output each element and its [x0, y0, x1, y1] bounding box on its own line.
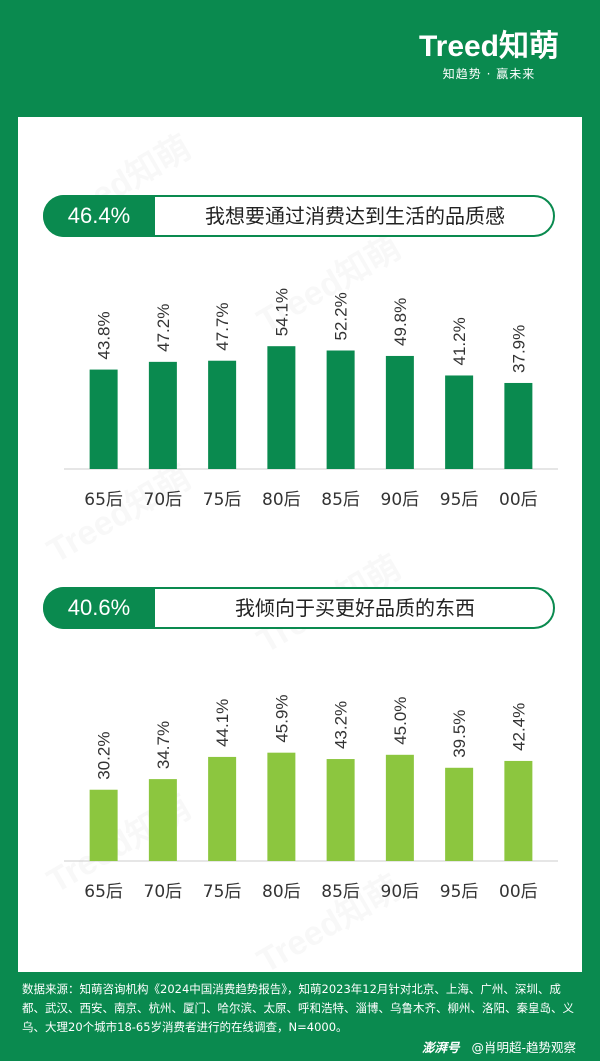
- chart2-value-label: 34.7%: [154, 721, 173, 769]
- chart2-headline-value: 40.6%: [43, 587, 155, 629]
- chart1-category-label: 85后: [321, 490, 360, 507]
- chart1-bar: [445, 375, 474, 469]
- chart1-value-label: 54.1%: [272, 288, 291, 336]
- chart2-header: 40.6% 我倾向于买更好品质的东西: [43, 587, 555, 629]
- chart1-bar: [267, 346, 296, 469]
- chart2-value-label: 39.5%: [450, 710, 469, 758]
- chart2-category-label: 80后: [262, 882, 301, 902]
- chart1-value-label: 52.2%: [332, 292, 351, 340]
- chart-card: Treed知萌 Treed知萌 Treed知萌 Treed知萌 Treed知萌 …: [18, 117, 582, 981]
- chart2-bar-chart: 30.2% 65后 34.7% 70后 44.1% 75后 45.9% 80后 43.2% 85后…: [64, 694, 558, 902]
- chart1-value-label: 49.8%: [391, 298, 410, 346]
- chart1-bar: [208, 360, 237, 469]
- chart2-category-label: 65后: [84, 882, 123, 902]
- chart1-bar: [89, 369, 118, 469]
- data-source-note: 数据来源：知萌咨询机构《2024中国消费趋势报告》，知萌2023年12月针对北京…: [22, 982, 574, 1034]
- chart2-value-label: 45.9%: [272, 694, 291, 742]
- chart1-header: 46.4% 我想要通过消费达到生活的品质感: [43, 195, 555, 237]
- chart2-bar: [504, 760, 533, 861]
- chart1-category-label: 75后: [203, 490, 242, 507]
- logo-wordmark: Treed知萌: [418, 30, 560, 63]
- chart2-bar: [267, 752, 296, 861]
- chart1-category-label: 65后: [84, 490, 123, 507]
- chart1-bar: [326, 350, 355, 469]
- chart1-value-label: 43.8%: [95, 311, 114, 359]
- chart1-bar: [385, 355, 414, 469]
- chart2-bar: [326, 759, 355, 861]
- chart2-category-label: 00后: [499, 882, 538, 902]
- chart1-category-label: 95后: [440, 490, 479, 507]
- chart1-bar-chart: 43.8% 65后 47.2% 70后 47.7% 75后 54.1% 80后 52.2% 85后…: [64, 288, 558, 507]
- chart2-category-label: 85后: [321, 882, 360, 902]
- chart1-value-label: 47.7%: [213, 303, 232, 351]
- chart2-value-label: 30.2%: [95, 732, 114, 780]
- chart2-category-label: 75后: [203, 882, 242, 902]
- treed-logo: Treed知萌 知趋势 · 赢未来: [414, 30, 564, 90]
- chart1-category-label: 70后: [144, 490, 183, 507]
- chart1-title: 我想要通过消费达到生活的品质感: [205, 204, 505, 228]
- credit-brand: 澎湃号: [421, 1040, 460, 1055]
- chart2-bar: [385, 754, 414, 861]
- chart2-value-label: 43.2%: [332, 701, 351, 749]
- chart2-bar: [89, 789, 118, 861]
- chart2-bar: [208, 756, 237, 861]
- chart1-bar: [504, 382, 533, 469]
- chart1-value-label: 47.2%: [154, 304, 173, 352]
- chart2-value-label: 42.4%: [509, 703, 528, 751]
- chart2-title: 我倾向于买更好品质的东西: [235, 596, 475, 620]
- chart2-category-label: 90后: [381, 882, 420, 902]
- credit: 澎湃号 @肖明超-趋势观察: [422, 1040, 576, 1056]
- chart1-category-label: 80后: [262, 490, 301, 507]
- chart1-value-label: 41.2%: [450, 317, 469, 365]
- chart1-headline-value: 46.4%: [43, 195, 155, 237]
- chart1-category-label: 00后: [499, 490, 538, 507]
- logo-tagline: 知趋势 · 赢未来: [442, 67, 536, 81]
- chart1-category-label: 90后: [381, 490, 420, 507]
- chart2-value-label: 45.0%: [391, 697, 410, 745]
- chart2-value-label: 44.1%: [213, 699, 232, 747]
- credit-author: @肖明超-趋势观察: [471, 1040, 576, 1055]
- chart2-category-label: 70后: [144, 882, 183, 902]
- chart2-bar: [445, 767, 474, 861]
- chart2-bar: [148, 779, 177, 861]
- chart1-bar: [148, 361, 177, 469]
- chart1-value-label: 37.9%: [509, 325, 528, 373]
- chart2-category-label: 95后: [440, 882, 479, 902]
